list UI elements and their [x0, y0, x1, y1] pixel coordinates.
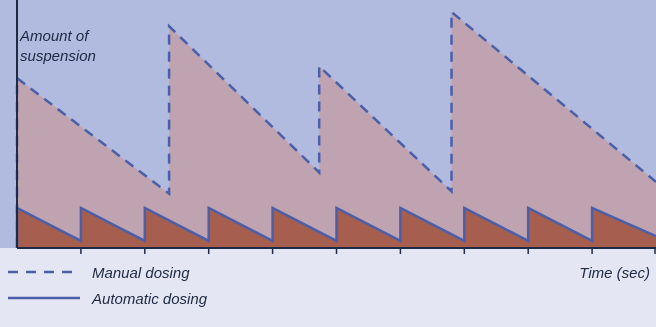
- y-axis-label: Amount of suspension: [19, 28, 96, 65]
- legend-manual-label: Manual dosing: [92, 265, 190, 282]
- manual-dosing-line: [15, 9, 656, 248]
- manual-dosing-area: [17, 12, 656, 248]
- y-axis-label-line1: Amount of: [19, 28, 90, 45]
- automatic-dosing-line: [15, 205, 656, 248]
- x-axis-label: Time (sec): [579, 265, 650, 282]
- x-axis-ticks: [80, 248, 656, 254]
- legend: Manual dosing Automatic dosing: [8, 265, 208, 308]
- y-axis-label-line2: suspension: [20, 48, 96, 65]
- legend-automatic-label: Automatic dosing: [91, 291, 208, 308]
